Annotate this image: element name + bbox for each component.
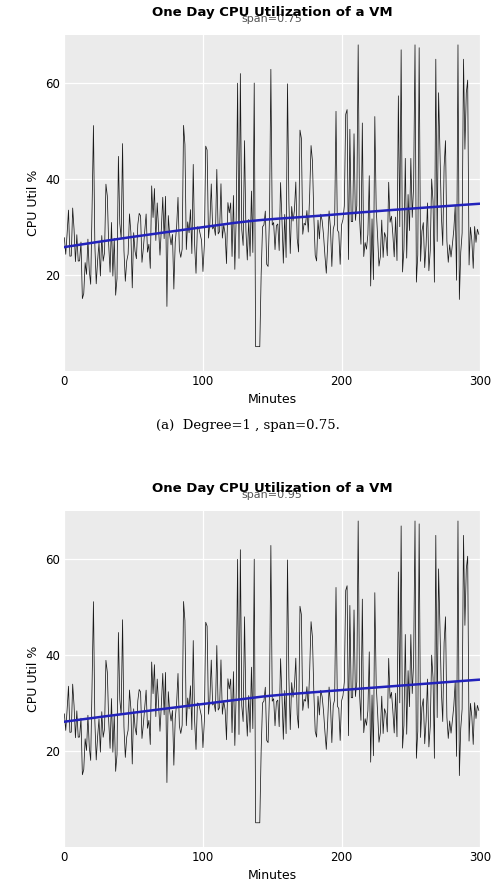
Text: (a)  Degree=1 , span=0.75.: (a) Degree=1 , span=0.75. bbox=[155, 419, 340, 432]
Text: span=0.75: span=0.75 bbox=[242, 13, 302, 24]
Title: One Day CPU Utilization of a VM: One Day CPU Utilization of a VM bbox=[152, 6, 393, 19]
Y-axis label: CPU Util %: CPU Util % bbox=[27, 169, 40, 236]
X-axis label: Minutes: Minutes bbox=[248, 870, 297, 882]
X-axis label: Minutes: Minutes bbox=[248, 393, 297, 407]
Y-axis label: CPU Util %: CPU Util % bbox=[27, 646, 40, 713]
Title: One Day CPU Utilization of a VM: One Day CPU Utilization of a VM bbox=[152, 482, 393, 495]
Text: span=0.95: span=0.95 bbox=[242, 490, 302, 500]
